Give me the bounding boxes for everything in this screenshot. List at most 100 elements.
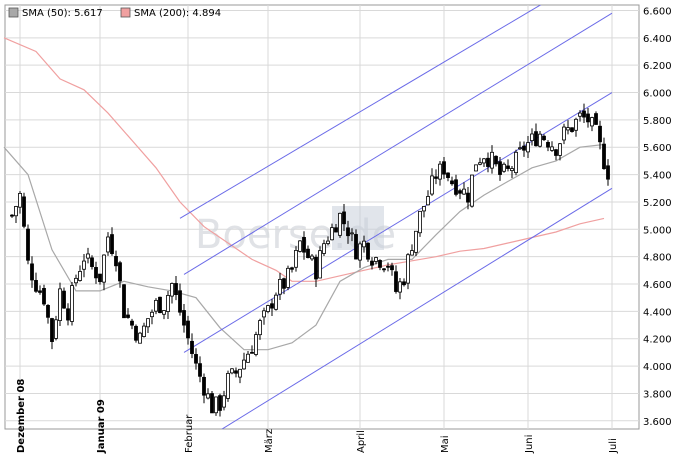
candle-body [338,212,342,236]
candle-body [206,393,210,399]
candle-body [150,311,154,318]
candle-body [254,334,258,355]
candle-body [602,143,606,170]
candle-body [574,118,578,131]
candle-body [334,227,338,233]
candle-body [146,318,150,328]
candle-body [78,271,82,281]
candle-body [274,294,278,310]
candle-body [526,142,530,153]
candle-body [182,310,186,326]
candle-body [270,303,274,309]
candle-body [250,351,254,354]
candle-body [458,190,462,194]
candle-body [418,210,422,234]
candle-body [210,393,214,414]
candle-body [266,305,270,312]
candle-body [434,176,438,179]
candle-body [442,161,446,175]
legend-label: SMA (50): 5.617 [22,8,103,19]
candle-body [106,236,110,253]
candle-body [390,265,394,271]
candle-body [542,135,546,141]
candle-body [34,280,38,292]
sma-200-series [3,37,605,282]
legend-swatch [120,7,131,18]
candle-body [142,325,146,337]
candle-body [346,227,350,237]
candle-body [406,254,410,284]
candle-body [494,155,498,165]
channel-line [179,5,542,219]
candle-body [290,267,294,270]
candle-body [218,395,222,411]
candle-body [14,206,18,217]
candle-body [54,319,58,339]
candle-body [214,396,218,414]
candle-body [534,131,538,147]
x-axis-labels: Dezember 08 Januar 09 Februar März April Mai J… [16,379,619,454]
candle-body [258,320,262,336]
candle-body [10,214,14,217]
candle-body [490,151,494,169]
candle-body [82,260,86,270]
candle-body [190,340,194,354]
candle-body [330,227,334,241]
candle-body [306,248,310,259]
candle-body [562,126,566,141]
legend-label: SMA (200): 4.894 [134,8,221,19]
legend: SMA (50): 5.617 SMA (200): 4.894 [8,7,221,19]
candle-body [66,308,70,321]
candle-body [242,359,246,370]
candle-body [86,253,90,259]
candle-body [302,237,306,253]
x-tick-label: Juni [524,435,535,454]
y-tick-label: 5.200 [643,198,672,209]
candle-body [22,196,26,227]
candle-body [586,113,590,123]
candle-body [438,163,442,180]
candle-body [118,262,122,282]
candle-body [138,332,142,344]
candle-body [342,211,346,225]
candle-body [518,147,522,150]
y-tick-label: 4.000 [643,362,672,373]
candle-body [554,149,558,156]
candle-body [426,196,430,206]
candle-body [278,278,282,295]
plot-area [4,4,640,430]
candle-body [238,368,242,378]
candle-body [430,175,434,195]
candle-body [26,228,30,261]
y-tick-label: 6.000 [643,89,672,100]
x-tick-label: April [356,430,367,453]
candle-body [422,206,426,212]
candle-body [506,165,510,169]
candle-body [282,278,286,289]
candle-body [50,318,54,342]
candle-body [450,180,454,185]
y-tick-label: 5.800 [643,116,672,127]
candle-body [594,113,598,125]
candle-body [530,133,534,142]
y-tick-label: 4.600 [643,280,672,291]
candle-body [414,230,418,253]
x-tick-label: Dezember 08 [16,379,27,453]
candle-body [454,179,458,195]
candle-body [478,162,482,165]
y-tick-label: 6.600 [643,6,672,17]
candle-body [58,288,62,322]
candle-body [74,277,78,284]
candle-body [126,314,130,318]
candle-body [522,145,526,151]
candle-body [186,320,190,339]
y-tick-label: 4.200 [643,335,672,346]
candle-body [122,284,126,319]
candle-body [322,243,326,254]
candle-body [174,283,178,295]
candle-body [262,310,266,318]
y-tick-label: 5.400 [643,171,672,182]
candle-body [222,395,226,408]
candle-body [470,174,474,207]
candle-body [70,285,74,322]
